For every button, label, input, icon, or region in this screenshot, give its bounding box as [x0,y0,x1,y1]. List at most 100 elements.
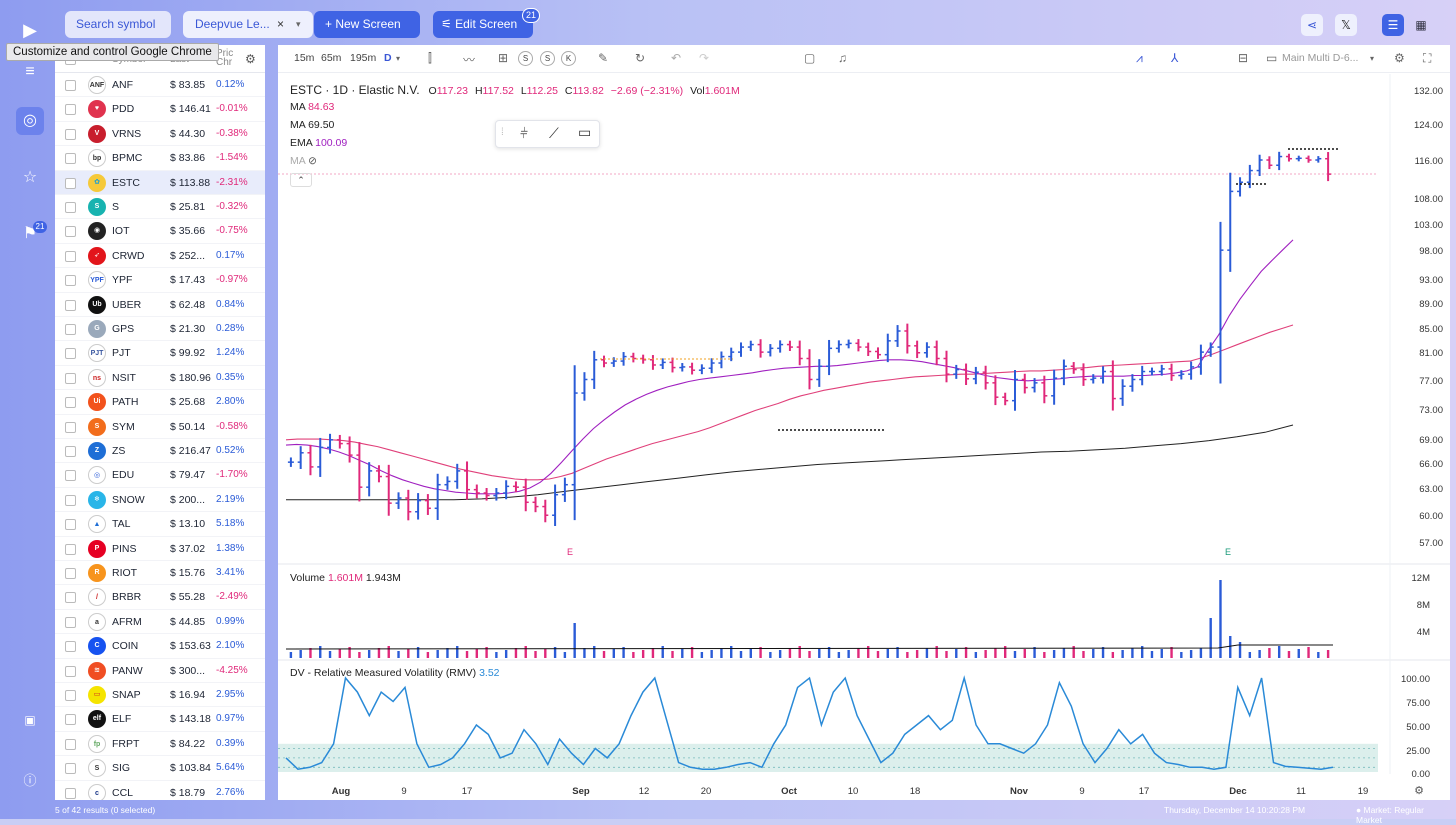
close-icon[interactable]: × [277,17,285,31]
watchlist-row[interactable]: S SIG $ 103.84 5.64% [55,756,265,781]
tf-65m[interactable]: 65m [321,52,342,64]
watchlist-row[interactable]: Z ZS $ 216.47 0.52% [55,439,265,464]
chart-style-icon[interactable]: ⩘ [1136,51,1143,65]
row-checkbox[interactable] [65,470,76,482]
watchlist-row[interactable]: / BRBR $ 55.28 -2.49% [55,585,265,610]
row-checkbox[interactable] [65,202,76,213]
watchlist-row[interactable]: V VRNS $ 44.30 -0.38% [55,122,265,147]
watchlist-row[interactable]: C COIN $ 153.63 2.10% [55,634,265,659]
watchlist-row[interactable]: bp BPMC $ 83.86 -1.54% [55,146,265,171]
row-checkbox[interactable] [65,275,76,287]
tf-daily[interactable]: D [384,52,392,64]
row-checkbox[interactable] [65,250,76,262]
row-checkbox[interactable] [65,519,76,531]
avatar[interactable]: ▣ [24,713,36,727]
s-toggle[interactable]: S [518,51,533,66]
alert-bell-icon[interactable]: ♫ [838,51,847,65]
screen-tab[interactable]: Deepvue Le... × ▾ [183,11,313,38]
redo-icon[interactable]: ↷ [699,51,710,65]
watchlist-row[interactable]: ◉ IOT $ 35.66 -0.75% [55,219,265,244]
row-checkbox[interactable] [65,616,76,628]
row-checkbox[interactable] [65,153,76,165]
help-icon[interactable]: ⓘ [23,773,37,788]
watchlist-row[interactable]: ns NSIT $ 180.96 0.35% [55,366,265,391]
watchlist-row[interactable]: c CCL $ 18.79 2.76% [55,781,265,800]
watchlist-row[interactable]: S SYM $ 50.14 -0.58% [55,415,265,439]
tf-195m[interactable]: 195m [350,52,377,64]
row-checkbox[interactable] [65,641,76,653]
fullscreen-icon[interactable]: ⛶ [1423,51,1432,65]
s2-toggle[interactable]: S [540,51,555,66]
watchlist-row[interactable]: ≋ PANW $ 300... -4.25% [55,659,265,683]
watchlist-row[interactable]: YPF YPF $ 17.43 -0.97% [55,268,265,293]
k-toggle[interactable]: K [561,51,576,66]
row-checkbox[interactable] [65,421,76,433]
hidden-eye-icon[interactable]: ⊘ [308,155,317,167]
bar-draw-icon[interactable]: ⫩ [520,125,529,141]
menu-icon[interactable]: ≡ [25,63,35,80]
row-checkbox[interactable] [65,763,76,775]
indicators-icon[interactable]: 〰 [463,53,476,67]
row-checkbox[interactable] [65,665,76,677]
bar-type-icon[interactable]: ⫿ [428,51,432,65]
watchlist-row[interactable]: Ui PATH $ 25.68 2.80% [55,390,265,415]
watchlist-row[interactable]: ❄ SNOW $ 200... 2.19% [55,488,265,513]
watchlist-row[interactable]: fp FRPT $ 84.22 0.39% [55,732,265,757]
new-screen-button[interactable]: + New Screen [314,11,420,38]
row-checkbox[interactable] [65,324,76,335]
row-checkbox[interactable] [65,226,76,238]
row-checkbox[interactable] [65,104,76,116]
layout-name[interactable]: Main Multi D-6... [1282,52,1359,64]
chevron-down-icon[interactable]: ▾ [396,54,401,63]
row-checkbox[interactable] [65,714,76,726]
row-checkbox[interactable] [65,543,76,555]
folder-icon[interactable]: ▭ [1266,51,1278,65]
layout-icon[interactable]: ⊟ [1238,51,1249,65]
star-icon[interactable]: ☆ [22,169,38,186]
comment-icon[interactable]: ▭ [578,124,592,140]
x-icon[interactable]: 𝕏 [1335,14,1357,36]
watchlist-row[interactable]: PJT PJT $ 99.92 1.24% [55,341,265,366]
logo-icon[interactable]: ▶ [23,20,37,40]
watchlist-row[interactable]: ♥ PDD $ 146.41 -0.01% [55,97,265,122]
drag-handle[interactable]: ⁞ [501,127,504,138]
watchlist-row[interactable]: R RIOT $ 15.76 3.41% [55,561,265,586]
watchlist-row[interactable]: ◎ EDU $ 79.47 -1.70% [55,463,265,488]
save-icon[interactable]: ▢ [804,51,816,65]
screener-icon[interactable]: ◎ [16,107,44,135]
watchlist-row[interactable]: Ub UBER $ 62.48 0.84% [55,293,265,317]
tf-15m[interactable]: 15m [294,52,315,64]
row-checkbox[interactable] [65,494,76,506]
row-checkbox[interactable] [65,397,76,409]
row-checkbox[interactable] [65,80,76,91]
row-checkbox[interactable] [65,372,76,384]
grid-view-icon[interactable]: ▦ [1415,18,1427,32]
row-checkbox[interactable] [65,446,76,457]
edit-screen-button[interactable]: ⚟ Edit Screen [433,11,533,38]
watchlist-row[interactable]: ✿ ESTC $ 113.88 -2.31% [55,170,265,195]
watchlist-row[interactable]: ▲ TAL $ 13.10 5.18% [55,512,265,537]
row-checkbox[interactable] [65,299,76,311]
collapse-legend-button[interactable]: ⌃ [290,173,312,187]
row-checkbox[interactable] [65,128,76,140]
row-checkbox[interactable] [65,348,76,360]
row-checkbox[interactable] [65,177,76,189]
watchlist-row[interactable]: ➶ CRWD $ 252... 0.17% [55,244,265,269]
compare-icon[interactable]: ⅄ [1171,51,1179,65]
watchlist-row[interactable]: a AFRM $ 44.85 0.99% [55,610,265,635]
settings-icon[interactable]: ⚙ [245,52,256,66]
undo-icon[interactable]: ↶ [671,51,682,65]
watchlist-row[interactable]: P PINS $ 37.02 1.38% [55,537,265,561]
watchlist-row[interactable]: G GPS $ 21.30 0.28% [55,317,265,342]
watchlist-row[interactable]: ANF ANF $ 83.85 0.12% [55,73,265,98]
share-icon[interactable]: ⋖ [1301,14,1323,36]
row-checkbox[interactable] [65,787,76,799]
settings-icon[interactable]: ⚙ [1394,51,1405,65]
watchlist-row[interactable]: S S $ 25.81 -0.32% [55,195,265,220]
templates-icon[interactable]: ⊞ [498,51,509,65]
trend-line-icon[interactable]: ⟋ [549,125,559,141]
row-checkbox[interactable] [65,738,76,750]
list-view-icon[interactable]: ☰ [1382,14,1404,36]
row-checkbox[interactable] [65,568,76,579]
